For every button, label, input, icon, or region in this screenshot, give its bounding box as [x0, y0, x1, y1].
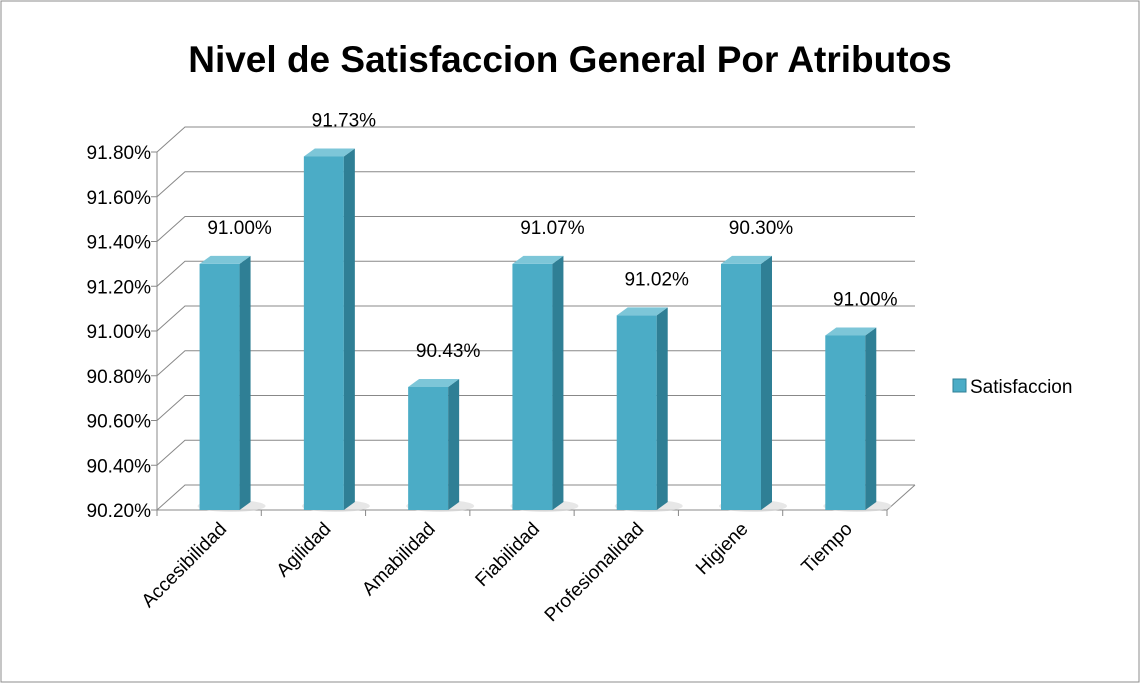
annotation: 90.43% — [416, 341, 481, 362]
bar-front — [616, 315, 657, 510]
y-tick-label: 90.40% — [87, 456, 152, 477]
bar — [825, 327, 877, 510]
y-tick-label: 91.00% — [87, 322, 152, 343]
annotation: 91.07% — [520, 218, 585, 239]
y-tick-label: 90.60% — [87, 412, 152, 433]
bar-front — [721, 263, 761, 510]
axis-line — [886, 484, 916, 511]
annotation: 90.30% — [729, 218, 794, 239]
bar-side — [865, 327, 877, 510]
bar-side — [448, 378, 460, 510]
legend-label: Satisfaccion — [970, 377, 1072, 398]
bar-top — [721, 255, 772, 264]
annotation: 91.02% — [624, 269, 689, 290]
bar-top — [512, 255, 564, 264]
y-tick-label: 91.60% — [87, 188, 152, 209]
y-tick-label: 90.20% — [87, 501, 152, 522]
grid-line — [156, 439, 915, 466]
annotation: 91.00% — [833, 289, 898, 310]
bar-side — [552, 255, 564, 510]
bar — [408, 378, 460, 510]
bar-side — [239, 255, 251, 510]
bar-top — [408, 378, 460, 387]
chart-title: Nivel de Satisfaccion General Por Atribu… — [188, 39, 952, 80]
grid-line — [156, 260, 915, 287]
grid-line — [156, 216, 915, 242]
grid-line — [156, 350, 915, 377]
bar-side — [761, 255, 772, 510]
bar-front — [199, 263, 240, 510]
bar — [303, 148, 355, 510]
annotation: 91.00% — [207, 218, 272, 239]
bar — [616, 307, 668, 510]
grid-line — [156, 305, 915, 332]
bar-side — [343, 148, 355, 510]
bar — [199, 255, 251, 510]
bar-front — [408, 386, 449, 510]
y-tick-label: 91.20% — [87, 277, 152, 298]
legend-swatch — [952, 378, 967, 393]
bar-side — [656, 307, 668, 510]
grid-line — [156, 395, 915, 421]
bar — [512, 255, 564, 510]
bar-front — [825, 335, 866, 510]
bar-top — [303, 148, 355, 157]
bar-top — [616, 307, 668, 316]
annotation: 91.73% — [312, 110, 377, 131]
bar-top — [825, 327, 877, 336]
bar-front — [303, 156, 344, 510]
grid-line — [156, 484, 915, 511]
grid-line — [156, 171, 915, 198]
bar-top — [199, 255, 251, 264]
bar — [721, 255, 772, 510]
bar-front — [512, 263, 553, 510]
grid-line — [156, 126, 915, 153]
y-tick-label: 91.40% — [87, 233, 152, 254]
y-tick-label: 90.80% — [87, 367, 152, 388]
y-tick-label: 91.80% — [87, 143, 152, 164]
